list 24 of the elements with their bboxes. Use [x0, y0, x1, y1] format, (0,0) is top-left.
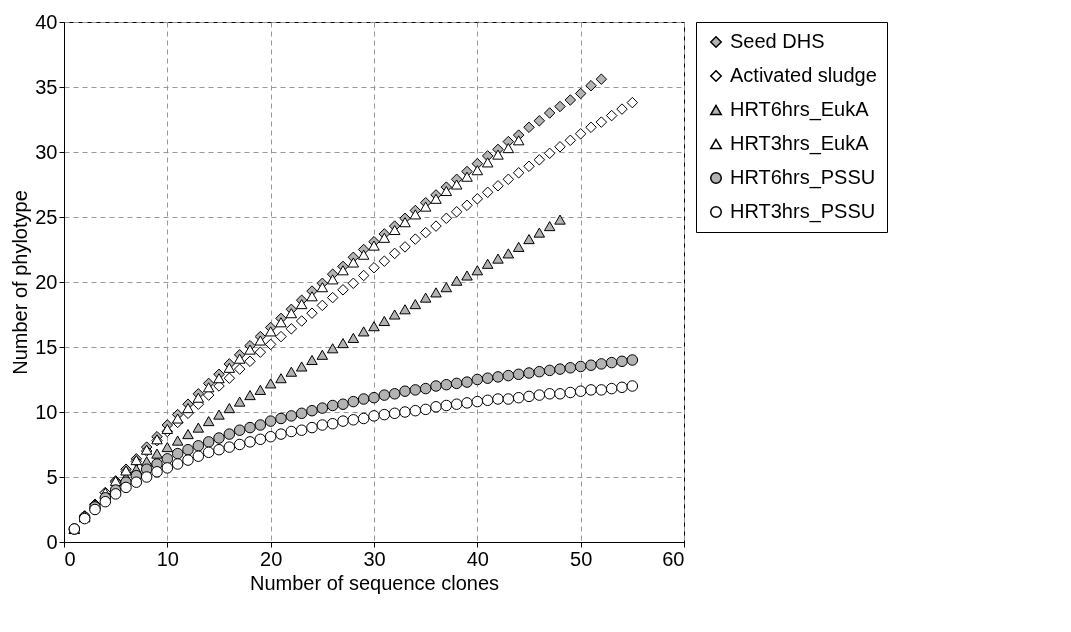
y-tick-label: 40 [35, 10, 58, 33]
x-tick-label: 30 [363, 547, 386, 570]
y-tick-label: 15 [35, 335, 58, 358]
y-tick-label: 5 [46, 465, 58, 488]
legend-label: HRT6hrs_PSSU [730, 166, 876, 189]
x-tick-label: 40 [466, 547, 489, 570]
legend-label: HRT3hrs_PSSU [730, 200, 876, 223]
y-tick-label: 35 [35, 75, 58, 98]
y-tick-label: 25 [35, 205, 58, 228]
y-tick-label: 30 [35, 140, 58, 163]
x-tick-label: 60 [662, 547, 685, 570]
y-tick-label: 20 [35, 270, 58, 293]
legend-label: Seed DHS [730, 30, 825, 52]
x-tick-label: 50 [570, 547, 593, 570]
x-tick-label: 20 [260, 547, 283, 570]
x-tick-label: 0 [64, 547, 76, 570]
legend-label: HRT6hrs_EukA [730, 98, 870, 121]
legend-label: HRT3hrs_EukA [730, 132, 870, 155]
x-axis-title: Number of sequence clones [249, 571, 500, 594]
y-tick-label: 0 [46, 530, 58, 553]
legend-label: Activated sludge [730, 64, 877, 86]
y-tick-label: 10 [35, 400, 58, 423]
x-tick-label: 10 [156, 547, 179, 570]
y-axis-title: Number of phylotype [9, 190, 32, 375]
